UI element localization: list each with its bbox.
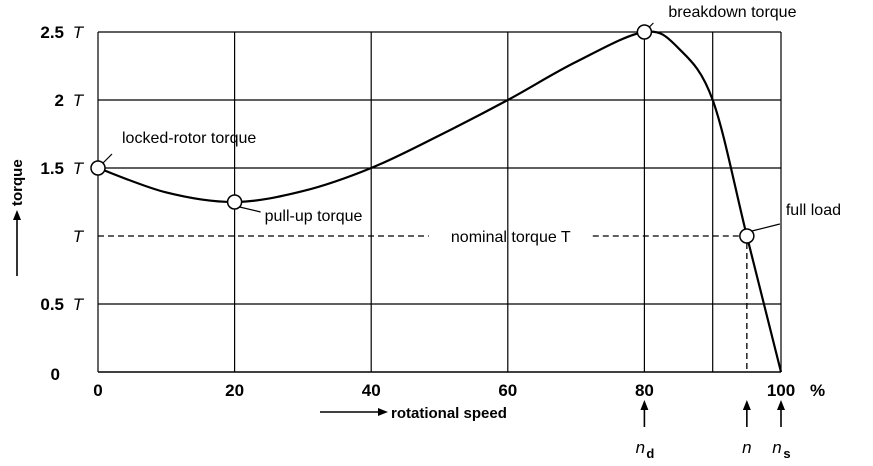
speed-symbol-1: n [742,438,751,457]
speed-arrow-head-0 [640,400,649,410]
speed-symbol-0: n [636,438,645,457]
speed-arrow-head-1 [742,400,751,410]
x-axis-arrow-head [378,408,388,416]
marker-leader-2 [648,22,654,28]
marker-label-1: pull-up torque [265,208,363,225]
x-tick-0: 0 [93,381,102,400]
torque-curve [97,30,783,373]
marker-point-2 [636,24,653,40]
marker-leader-0 [102,153,113,164]
y-tick-labels: 00.5 TT1.5 T2 T2.5 T [40,23,84,384]
marker-point-1 [226,194,243,210]
y-axis-label: torque [9,159,26,206]
x-tick-80: 80 [635,381,654,400]
x-tick-40: 40 [362,381,381,400]
marker-point-0 [90,160,106,176]
x-tick-labels: 0 20 40 60 80 100% [93,381,825,400]
y-tick-num-0.5: 0.5 [40,295,64,314]
marker-label-0: locked-rotor torque [122,130,256,147]
speed-symbol-2: n [772,438,781,457]
speed-subscript-0: d [646,446,654,461]
marker-point-3 [739,228,755,244]
marker-leader-1 [239,206,261,213]
speed-arrow-head-2 [777,400,785,410]
y-tick-num-2: 2 [55,91,64,110]
marker-label-3: full load [786,202,841,219]
y-tick-num-2.5: 2.5 [40,23,64,42]
y-tick-sym-1: T [73,227,85,246]
y-tick-sym-2: T [73,91,85,110]
marker-label-2: breakdown torque [668,4,796,21]
x-axis-label: rotational speed [391,405,507,422]
operating-point-markers: locked-rotor torque pull-up torque breakdo… [90,4,841,244]
nominal-torque-line: nominal torque T [98,229,748,372]
y-tick-sym-2.5: T [73,23,85,42]
nominal-torque-label: nominal torque T [451,229,571,246]
marker-leader-3 [751,223,780,232]
axis-labels: rotational speed torque [9,159,507,422]
x-tick-60: 60 [498,381,517,400]
x-unit-label: % [810,381,825,400]
grid [97,31,782,373]
x-tick-100: 100 [767,381,795,400]
speed-subscript-2: s [783,446,790,461]
y-tick-sym-0.5: T [73,295,85,314]
y-axis-arrow-head [13,210,21,220]
y-tick-num-1.5: 1.5 [40,159,64,178]
series-torque-curve [97,30,783,373]
x-tick-20: 20 [225,381,244,400]
y-tick-0: 0 [51,365,60,384]
y-tick-sym-1.5: T [73,159,85,178]
